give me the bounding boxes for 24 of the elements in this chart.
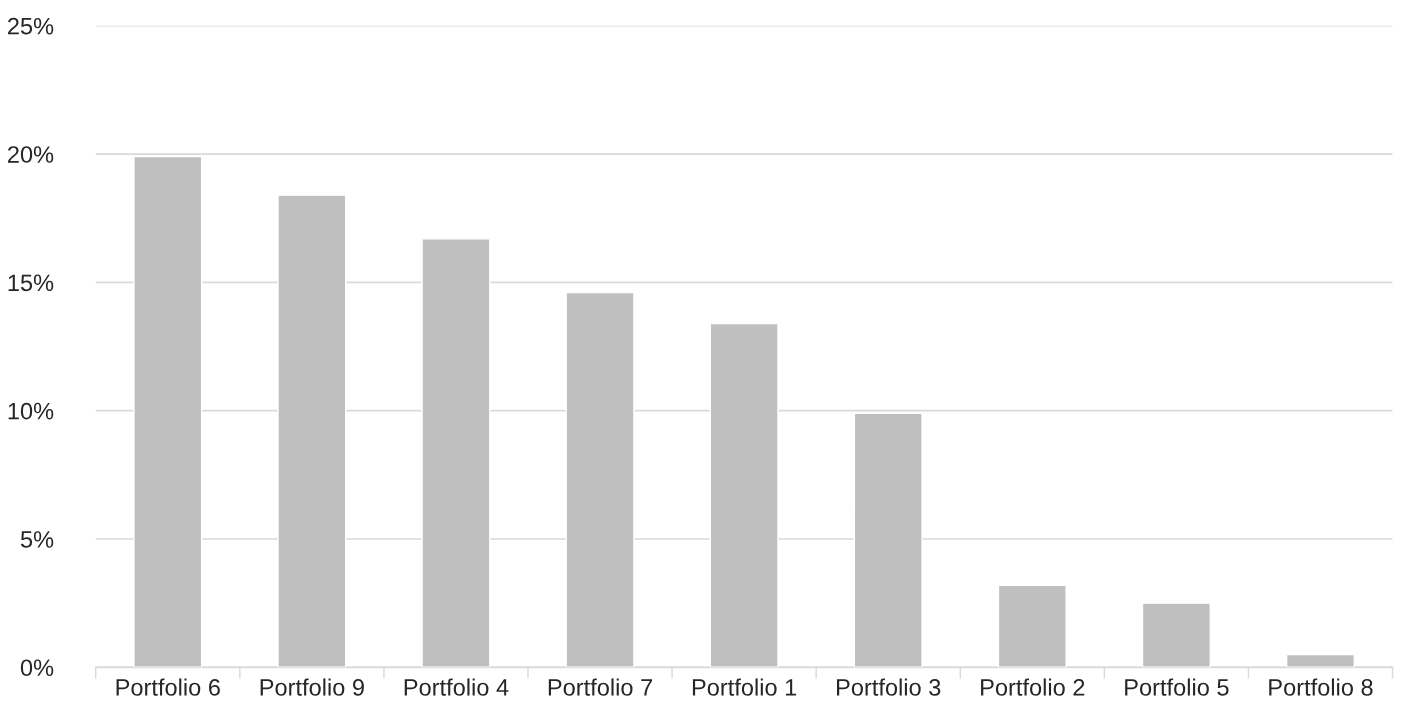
bar xyxy=(709,322,779,668)
bar xyxy=(421,238,491,668)
y-tick-label: 20% xyxy=(8,146,54,163)
x-tick-label: Portfolio 1 xyxy=(692,678,797,696)
x-tick-label: Portfolio 9 xyxy=(260,678,364,696)
bar xyxy=(565,291,635,668)
y-tick-label: 0% xyxy=(20,659,54,677)
x-tick-label: Portfolio 8 xyxy=(1269,678,1373,696)
x-tick-label: Portfolio 5 xyxy=(1125,678,1229,696)
bar xyxy=(277,194,347,668)
y-tick-label: 25% xyxy=(8,17,54,35)
x-tick-label: Portfolio 2 xyxy=(981,678,1085,696)
bar xyxy=(1141,602,1211,668)
bar xyxy=(997,584,1067,668)
x-tick-label: Portfolio 4 xyxy=(404,678,509,696)
bar xyxy=(133,155,203,668)
bar xyxy=(853,412,923,668)
bar xyxy=(1285,653,1356,668)
x-tick-label: Portfolio 7 xyxy=(548,678,653,696)
y-tick-label: 15% xyxy=(8,274,54,292)
y-tick-label: 5% xyxy=(20,531,54,548)
y-tick-label: 10% xyxy=(8,402,54,420)
x-tick-label: Portfolio 3 xyxy=(837,678,941,696)
x-tick-label: Portfolio 6 xyxy=(116,678,220,696)
